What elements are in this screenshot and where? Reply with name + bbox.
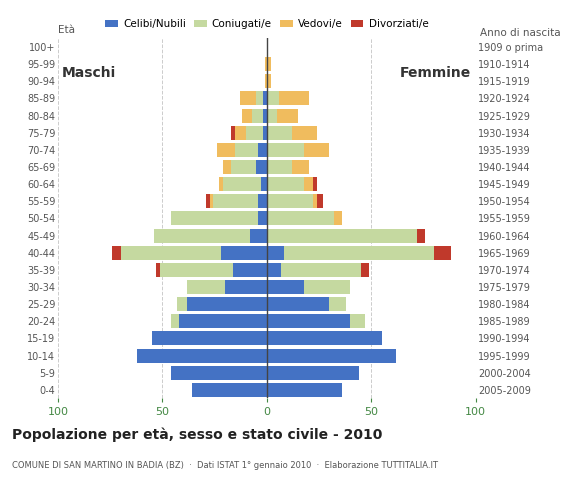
Bar bbox=[259, 194, 267, 208]
Bar bbox=[267, 314, 350, 328]
Bar bbox=[264, 57, 267, 71]
Bar bbox=[263, 108, 267, 122]
Bar bbox=[223, 160, 231, 174]
Bar bbox=[240, 91, 256, 106]
Bar bbox=[317, 194, 323, 208]
Bar bbox=[263, 126, 267, 140]
Bar bbox=[206, 194, 211, 208]
Bar bbox=[292, 126, 317, 140]
Bar bbox=[121, 246, 221, 260]
Bar bbox=[113, 246, 121, 260]
Bar bbox=[246, 126, 263, 140]
Bar bbox=[264, 74, 267, 88]
Bar bbox=[267, 57, 271, 71]
Bar bbox=[225, 280, 267, 294]
Bar bbox=[211, 194, 212, 208]
Bar bbox=[235, 143, 259, 157]
Bar bbox=[154, 228, 250, 242]
Bar bbox=[187, 297, 267, 311]
Bar bbox=[267, 91, 280, 106]
Bar bbox=[313, 177, 317, 191]
Bar bbox=[212, 194, 259, 208]
Text: Maschi: Maschi bbox=[62, 66, 117, 80]
Bar bbox=[219, 177, 223, 191]
Bar bbox=[292, 160, 309, 174]
Bar bbox=[267, 211, 334, 226]
Bar bbox=[223, 177, 260, 191]
Bar bbox=[171, 211, 259, 226]
Bar bbox=[160, 263, 233, 277]
Bar bbox=[267, 383, 342, 397]
Bar bbox=[177, 297, 187, 311]
Bar bbox=[259, 211, 267, 226]
Bar bbox=[267, 297, 329, 311]
Bar bbox=[350, 314, 365, 328]
Bar bbox=[256, 160, 267, 174]
Bar bbox=[231, 160, 256, 174]
Bar bbox=[267, 74, 271, 88]
Bar bbox=[252, 108, 263, 122]
Bar bbox=[267, 194, 313, 208]
Bar bbox=[267, 280, 304, 294]
Bar bbox=[260, 177, 267, 191]
Bar bbox=[267, 246, 284, 260]
Bar bbox=[137, 348, 267, 362]
Bar bbox=[304, 177, 313, 191]
Bar bbox=[156, 263, 160, 277]
Bar bbox=[267, 160, 292, 174]
Bar bbox=[313, 194, 317, 208]
Bar bbox=[171, 366, 267, 380]
Bar bbox=[259, 143, 267, 157]
Bar bbox=[267, 348, 396, 362]
Bar bbox=[191, 383, 267, 397]
Bar bbox=[250, 228, 267, 242]
Bar bbox=[221, 246, 267, 260]
Bar bbox=[235, 126, 246, 140]
Bar bbox=[217, 143, 235, 157]
Text: Anno di nascita: Anno di nascita bbox=[480, 28, 560, 38]
Bar bbox=[152, 331, 267, 346]
Bar bbox=[267, 263, 281, 277]
Bar bbox=[267, 366, 358, 380]
Bar bbox=[434, 246, 451, 260]
Bar bbox=[263, 91, 267, 106]
Bar bbox=[267, 331, 382, 346]
Text: Femmine: Femmine bbox=[400, 66, 472, 80]
Bar bbox=[280, 91, 309, 106]
Legend: Celibi/Nubili, Coniugati/e, Vedovi/e, Divorziati/e: Celibi/Nubili, Coniugati/e, Vedovi/e, Di… bbox=[101, 15, 433, 33]
Bar bbox=[304, 143, 329, 157]
Bar bbox=[267, 126, 292, 140]
Bar bbox=[361, 263, 369, 277]
Bar bbox=[233, 263, 267, 277]
Bar bbox=[329, 297, 346, 311]
Bar bbox=[267, 228, 417, 242]
Bar bbox=[281, 263, 361, 277]
Bar bbox=[284, 246, 434, 260]
Bar bbox=[267, 108, 277, 122]
Text: Popolazione per età, sesso e stato civile - 2010: Popolazione per età, sesso e stato civil… bbox=[12, 427, 382, 442]
Bar bbox=[187, 280, 225, 294]
Bar bbox=[179, 314, 267, 328]
Bar bbox=[267, 177, 304, 191]
Bar bbox=[267, 143, 304, 157]
Bar bbox=[242, 108, 252, 122]
Bar bbox=[231, 126, 235, 140]
Bar bbox=[417, 228, 426, 242]
Text: Età: Età bbox=[58, 25, 75, 35]
Text: COMUNE DI SAN MARTINO IN BADIA (BZ)  ·  Dati ISTAT 1° gennaio 2010  ·  Elaborazi: COMUNE DI SAN MARTINO IN BADIA (BZ) · Da… bbox=[12, 461, 437, 470]
Bar bbox=[256, 91, 263, 106]
Bar bbox=[171, 314, 179, 328]
Bar bbox=[334, 211, 342, 226]
Bar bbox=[304, 280, 350, 294]
Bar bbox=[277, 108, 298, 122]
